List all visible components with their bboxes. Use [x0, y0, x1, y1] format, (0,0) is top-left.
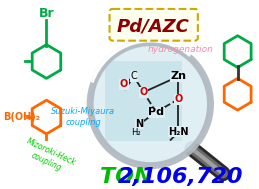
Text: H₂N: H₂N: [168, 127, 189, 137]
Text: Pd: Pd: [148, 107, 164, 117]
Text: Suzuki-Miyaura
coupling: Suzuki-Miyaura coupling: [51, 107, 116, 127]
Text: C: C: [131, 71, 137, 81]
Text: TON: TON: [100, 167, 160, 187]
FancyBboxPatch shape: [105, 61, 182, 141]
Text: Zn: Zn: [170, 71, 186, 81]
Text: hydrogenation: hydrogenation: [147, 45, 213, 54]
Text: Pd/AZC: Pd/AZC: [117, 18, 190, 36]
Text: Br: Br: [39, 7, 54, 20]
Text: N: N: [135, 119, 144, 129]
FancyBboxPatch shape: [110, 9, 198, 41]
Circle shape: [90, 43, 211, 166]
Text: O: O: [120, 79, 128, 89]
Text: 2,106,720: 2,106,720: [118, 167, 243, 187]
Text: O: O: [139, 87, 148, 97]
Text: B(OH)₂: B(OH)₂: [3, 112, 40, 122]
Text: H₂: H₂: [131, 128, 141, 137]
Text: O: O: [174, 94, 183, 104]
Text: Mizoroki-Heck
coupling: Mizoroki-Heck coupling: [20, 137, 77, 177]
